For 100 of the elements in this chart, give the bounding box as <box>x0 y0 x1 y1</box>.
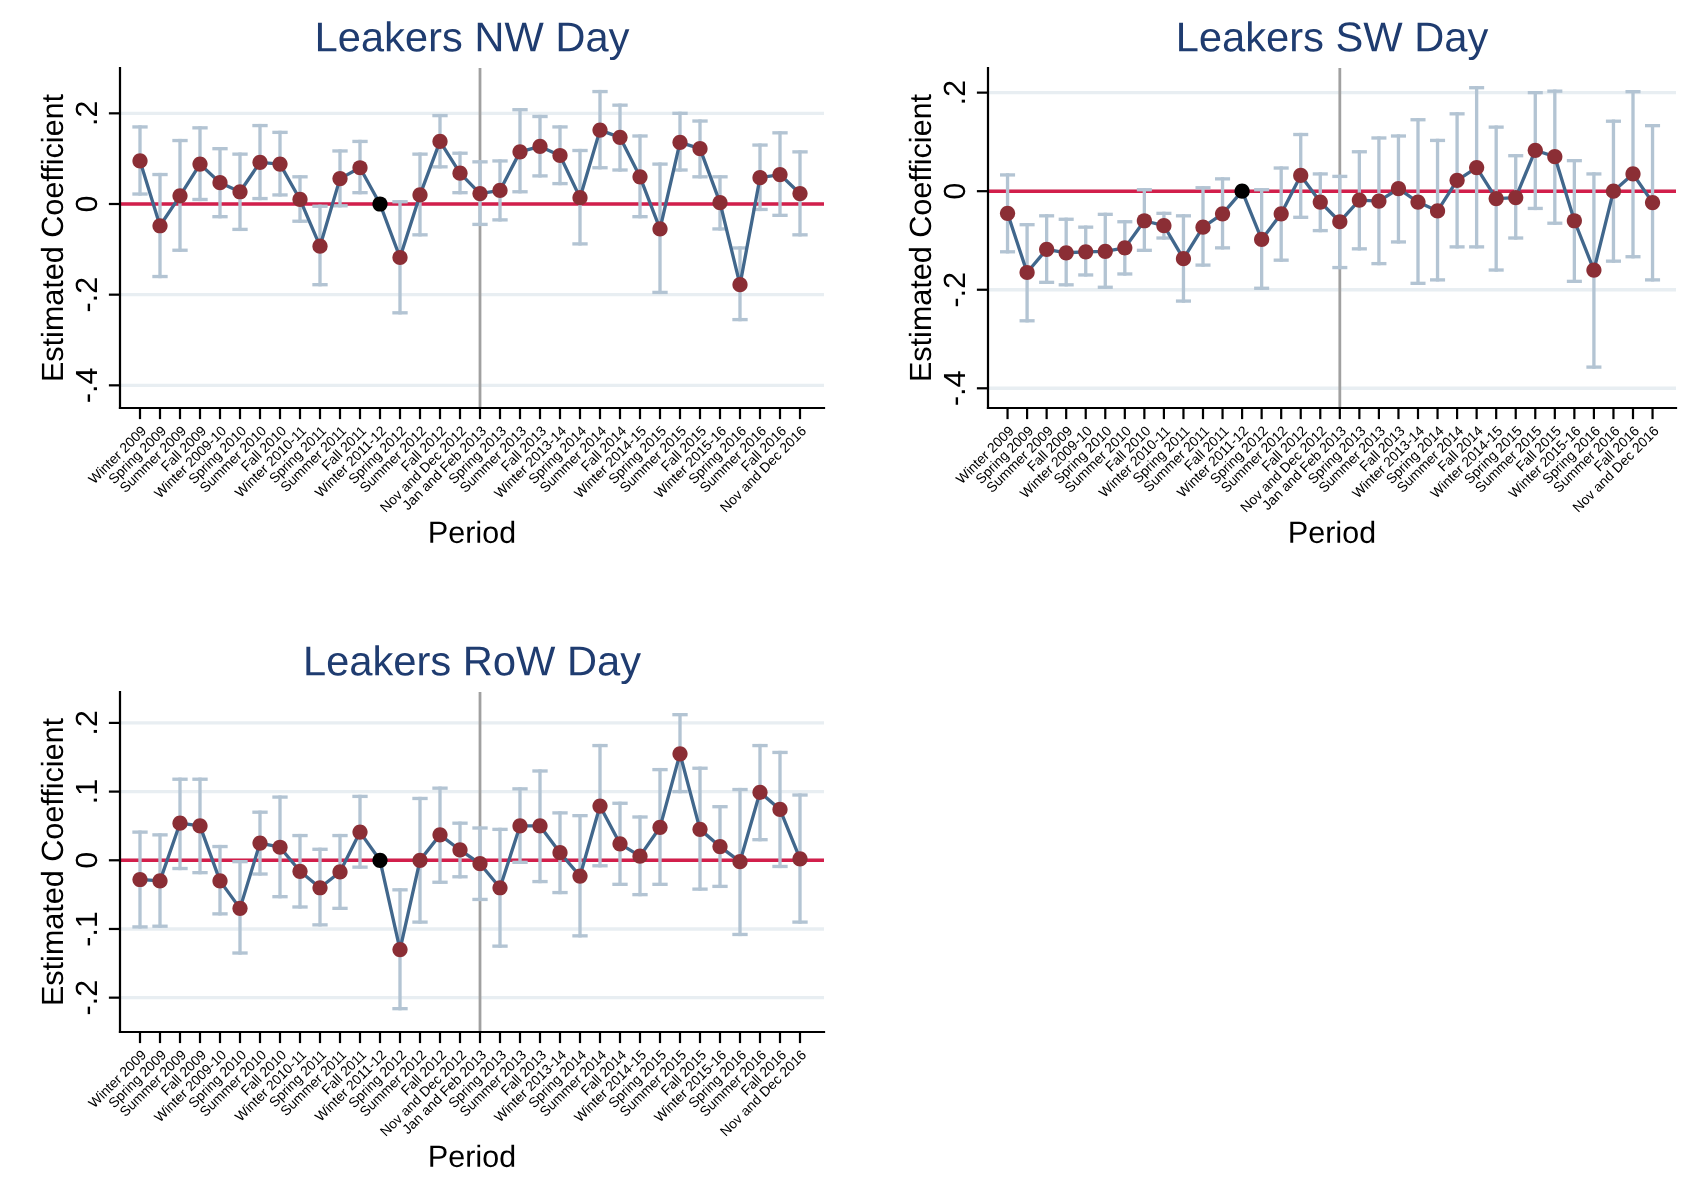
point <box>772 166 788 183</box>
y-axis-title: Estimated Coefficient <box>40 94 64 380</box>
point <box>212 175 228 191</box>
point <box>172 815 188 831</box>
point <box>492 182 508 199</box>
point <box>1156 218 1172 234</box>
point <box>612 129 628 145</box>
point <box>232 184 248 200</box>
point <box>1058 245 1074 261</box>
point <box>732 854 748 870</box>
chart-title: Leakers RoW Day <box>306 645 641 684</box>
point <box>999 205 1016 221</box>
point <box>1293 167 1309 184</box>
point <box>212 873 228 889</box>
y-tick-label: .2 <box>943 81 965 103</box>
point <box>312 238 328 254</box>
point <box>1332 214 1348 230</box>
y-tick-label: 0 <box>75 196 98 212</box>
y-tick-label: .2 <box>75 102 97 124</box>
point <box>1449 172 1465 188</box>
y-tick-label: -.1 <box>75 912 97 946</box>
point <box>172 188 188 204</box>
point <box>712 838 728 855</box>
point <box>472 856 488 872</box>
point <box>512 144 528 160</box>
point <box>1625 166 1641 182</box>
point <box>192 818 208 834</box>
point <box>232 900 248 916</box>
y-axis-title: Estimated Coefficient <box>908 94 932 380</box>
point <box>512 818 528 834</box>
point <box>552 845 568 861</box>
point <box>1390 181 1407 197</box>
point <box>1547 149 1563 165</box>
y-tick-label: -.2 <box>75 981 97 1015</box>
point <box>472 185 488 202</box>
point <box>672 746 688 762</box>
point <box>1195 219 1211 235</box>
point <box>252 835 268 851</box>
point <box>1488 190 1504 207</box>
point <box>132 153 148 169</box>
point <box>1019 264 1035 281</box>
point <box>432 827 448 843</box>
point <box>1351 192 1367 208</box>
point <box>1234 183 1250 199</box>
point <box>1273 206 1289 222</box>
point <box>532 818 548 834</box>
point <box>412 187 428 203</box>
point <box>732 277 748 293</box>
point <box>392 941 408 958</box>
point <box>1097 243 1113 259</box>
y-axis-title: Estimated Coefficient <box>40 718 64 1004</box>
y-tick-label: 0 <box>943 183 966 199</box>
y-tick-label: -.2 <box>75 278 97 312</box>
point <box>792 851 808 867</box>
y-tick-label: .2 <box>75 711 97 733</box>
point <box>332 864 348 880</box>
y-tick-label: .1 <box>75 780 97 802</box>
point <box>1078 244 1094 260</box>
chart-title: Leakers SW Day <box>1179 21 1489 60</box>
point <box>652 819 668 835</box>
point <box>1605 183 1622 199</box>
y-tick-label: 0 <box>75 852 98 868</box>
point <box>372 852 388 868</box>
point <box>1644 194 1661 211</box>
point <box>592 122 608 138</box>
point <box>1429 203 1446 219</box>
point <box>152 218 168 234</box>
point <box>1136 213 1152 229</box>
point <box>452 842 468 858</box>
point <box>492 880 508 896</box>
point <box>1586 262 1602 278</box>
point <box>552 147 568 164</box>
point <box>132 871 148 888</box>
point <box>672 134 688 150</box>
y-tick-label: -.2 <box>943 273 965 307</box>
point <box>312 880 328 896</box>
point <box>632 169 648 185</box>
point <box>752 170 768 186</box>
point <box>692 141 708 157</box>
point <box>352 160 368 176</box>
y-tick-label: -.4 <box>943 371 965 405</box>
point <box>372 196 388 212</box>
point <box>1508 189 1524 206</box>
point <box>192 156 208 172</box>
point <box>1371 193 1387 209</box>
point <box>1469 159 1485 176</box>
point <box>1039 241 1055 257</box>
point <box>452 165 468 181</box>
point <box>252 154 268 170</box>
chart-title: Leakers NW Day <box>317 21 630 60</box>
point <box>652 221 668 237</box>
point <box>792 185 808 202</box>
point <box>1254 231 1270 248</box>
y-tick-label: -.4 <box>75 368 97 402</box>
point <box>332 171 348 187</box>
point <box>1214 206 1231 222</box>
point <box>572 190 588 206</box>
point <box>432 133 448 150</box>
point <box>632 848 648 864</box>
point <box>352 824 368 840</box>
